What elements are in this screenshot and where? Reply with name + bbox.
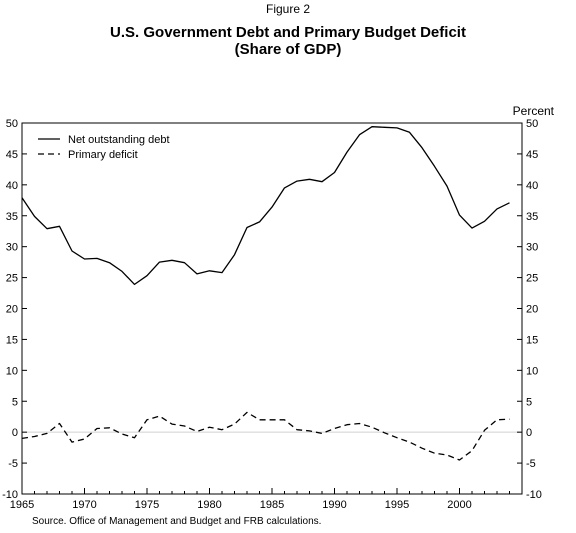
x-tick-label: 1995 [385,499,409,511]
plot-frame [21,122,523,495]
figure-label: Figure 2 [265,2,311,16]
y-tick-label-left: 40 [6,180,18,192]
y-tick-label-right: 20 [526,304,538,316]
y-axis-label: Percent [513,104,555,118]
y-tick-label-left: 0 [12,427,18,439]
y-tick-label-right: 50 [526,118,538,130]
y-tick-label-right: 25 [526,273,538,285]
series-layer [21,126,510,461]
chart-title-line2: (Share of GDP) [234,41,342,58]
y-tick-label-right: 5 [526,396,532,408]
y-tick-label-left: 15 [6,334,18,346]
y-tick-label-left: 20 [6,304,18,316]
y-tick-label-right: 0 [526,427,532,439]
y-tick-label-left: 35 [6,211,18,223]
chart-title-line1: U.S. Government Debt and Primary Budget … [110,24,466,41]
x-tick-label: 2000 [447,499,471,511]
y-tick-label-right: 40 [526,180,538,192]
x-tick-label: 1975 [135,499,159,511]
y-tick-label-right: 15 [526,334,538,346]
x-tick-label: 1990 [322,499,346,511]
y-tick-label-left: 30 [6,242,18,254]
y-tick-label-left: 10 [6,365,18,377]
y-tick-label-right: 35 [526,211,538,223]
legend-label-debt: Net outstanding debt [68,134,170,146]
x-tick-label: 1970 [72,499,96,511]
source-note: Source. Office of Management and Budget … [32,516,322,527]
series-line-deficit [21,411,510,461]
legend: Net outstanding debt Primary deficit [38,134,170,161]
series-line-debt [21,126,510,286]
x-tick-label: 1965 [10,499,34,511]
axis-ticks: -10 -10 -5 -5 0 0 5 5 10 10 15 15 20 20 25 25 30 30 35 35 40… [2,118,542,511]
y-tick-label-right: -10 [526,489,542,501]
y-tick-label-right: -5 [526,458,536,470]
chart-title: U.S. Government Debt and Primary Budget … [0,24,576,58]
y-tick-label-left: 5 [12,396,18,408]
y-tick-label-left: -5 [8,458,18,470]
x-tick-label: 1980 [197,499,221,511]
legend-label-deficit: Primary deficit [68,149,138,161]
y-tick-label-right: 30 [526,242,538,254]
y-tick-label-left: 50 [6,118,18,130]
y-tick-label-left: -10 [2,489,18,501]
y-tick-label-right: 10 [526,365,538,377]
x-tick-label: 1985 [260,499,284,511]
y-tick-label-left: 25 [6,273,18,285]
y-tick-label-right: 45 [526,149,538,161]
y-tick-label-left: 45 [6,149,18,161]
